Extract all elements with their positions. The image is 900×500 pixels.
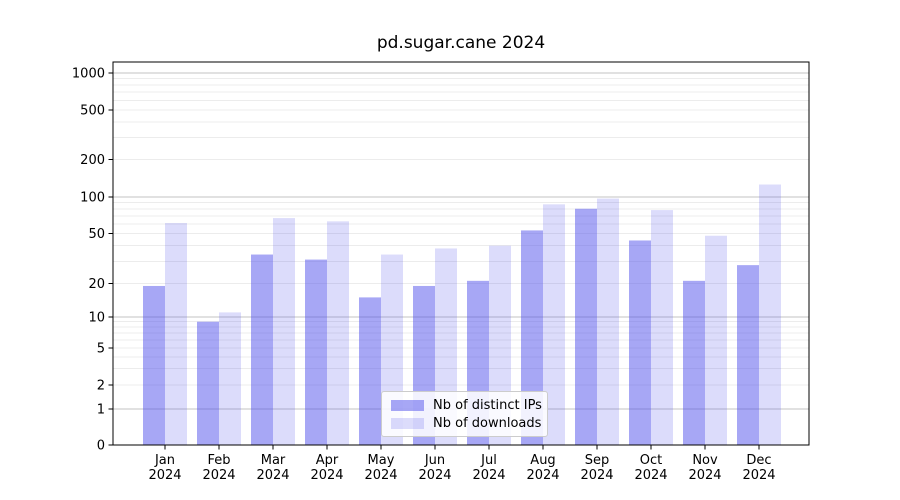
x-tick-month: Nov — [692, 453, 718, 468]
bar-nb-of-downloads-mar — [273, 218, 295, 445]
legend-swatch-distinct-ips — [391, 399, 424, 411]
x-tick-year: 2024 — [472, 468, 505, 483]
x-tick-year: 2024 — [148, 468, 181, 483]
y-tick-label: 1000 — [72, 67, 105, 82]
y-tick-label: 2 — [97, 379, 105, 394]
x-tick-year: 2024 — [364, 468, 397, 483]
x-tick-year: 2024 — [310, 468, 343, 483]
x-tick-year: 2024 — [634, 468, 667, 483]
x-tick-year: 2024 — [580, 468, 613, 483]
chart-title: pd.sugar.cane 2024 — [376, 33, 546, 53]
y-tick-label: 200 — [80, 153, 105, 168]
y-tick-label: 5 — [97, 342, 105, 357]
bar-nb-of-distinct-ips-feb — [197, 321, 219, 445]
bar-nb-of-downloads-aug — [543, 204, 565, 445]
x-tick-year: 2024 — [202, 468, 235, 483]
legend-label-distinct-ips: Nb of distinct IPs — [433, 397, 542, 413]
legend-label-downloads: Nb of downloads — [433, 415, 542, 431]
bar-nb-of-distinct-ips-oct — [629, 240, 651, 445]
y-tick-label: 100 — [80, 191, 105, 206]
x-tick-month: Oct — [640, 453, 662, 468]
legend: Nb of distinct IPs Nb of downloads — [381, 391, 548, 437]
bar-nb-of-distinct-ips-jan — [143, 285, 165, 445]
bar-nb-of-downloads-apr — [327, 221, 349, 445]
x-tick-year: 2024 — [742, 468, 775, 483]
bar-nb-of-downloads-nov — [705, 235, 727, 445]
bar-nb-of-distinct-ips-nov — [683, 280, 705, 445]
x-tick-month: Jan — [154, 453, 175, 468]
y-tick-label: 50 — [88, 227, 105, 242]
y-tick-label: 500 — [80, 104, 105, 119]
bar-nb-of-downloads-jan — [165, 223, 187, 445]
y-axis-labels: 0 1 2 5 10 20 50 100 200 500 1000 — [72, 67, 113, 454]
x-tick-year: 2024 — [688, 468, 721, 483]
x-axis-labels: Jan2024Feb2024Mar2024Apr2024May2024Jun20… — [148, 445, 776, 483]
x-tick-year: 2024 — [526, 468, 559, 483]
x-tick-year: 2024 — [418, 468, 451, 483]
x-tick-month: Sep — [585, 453, 610, 468]
bar-nb-of-distinct-ips-may — [359, 297, 381, 445]
bar-nb-of-downloads-dec — [759, 184, 781, 445]
plot-border — [112, 61, 810, 446]
x-tick-month: May — [368, 453, 395, 468]
bar-nb-of-distinct-ips-apr — [305, 259, 327, 445]
x-tick-month: Feb — [207, 453, 230, 468]
legend-swatch-downloads — [391, 417, 424, 429]
legend-item-downloads: Nb of downloads — [391, 416, 547, 431]
x-tick-month: Apr — [316, 453, 339, 468]
bar-nb-of-downloads-oct — [651, 210, 673, 445]
legend-item-distinct-ips: Nb of distinct IPs — [391, 398, 547, 413]
y-tick-label: 0 — [97, 439, 105, 454]
y-tick-label: 20 — [88, 277, 105, 292]
bar-nb-of-downloads-sep — [597, 198, 619, 445]
x-tick-month: Mar — [261, 453, 286, 468]
x-tick-month: Dec — [746, 453, 771, 468]
bar-nb-of-distinct-ips-dec — [737, 265, 759, 445]
bar-nb-of-distinct-ips-mar — [251, 254, 273, 445]
x-tick-year: 2024 — [256, 468, 289, 483]
x-tick-month: Jul — [480, 453, 497, 468]
x-tick-month: Aug — [530, 453, 555, 468]
bar-nb-of-distinct-ips-sep — [575, 208, 597, 445]
x-tick-month: Jun — [424, 453, 445, 468]
y-tick-label: 10 — [88, 311, 105, 326]
bar-nb-of-downloads-feb — [219, 312, 241, 445]
y-tick-label: 1 — [97, 403, 105, 418]
